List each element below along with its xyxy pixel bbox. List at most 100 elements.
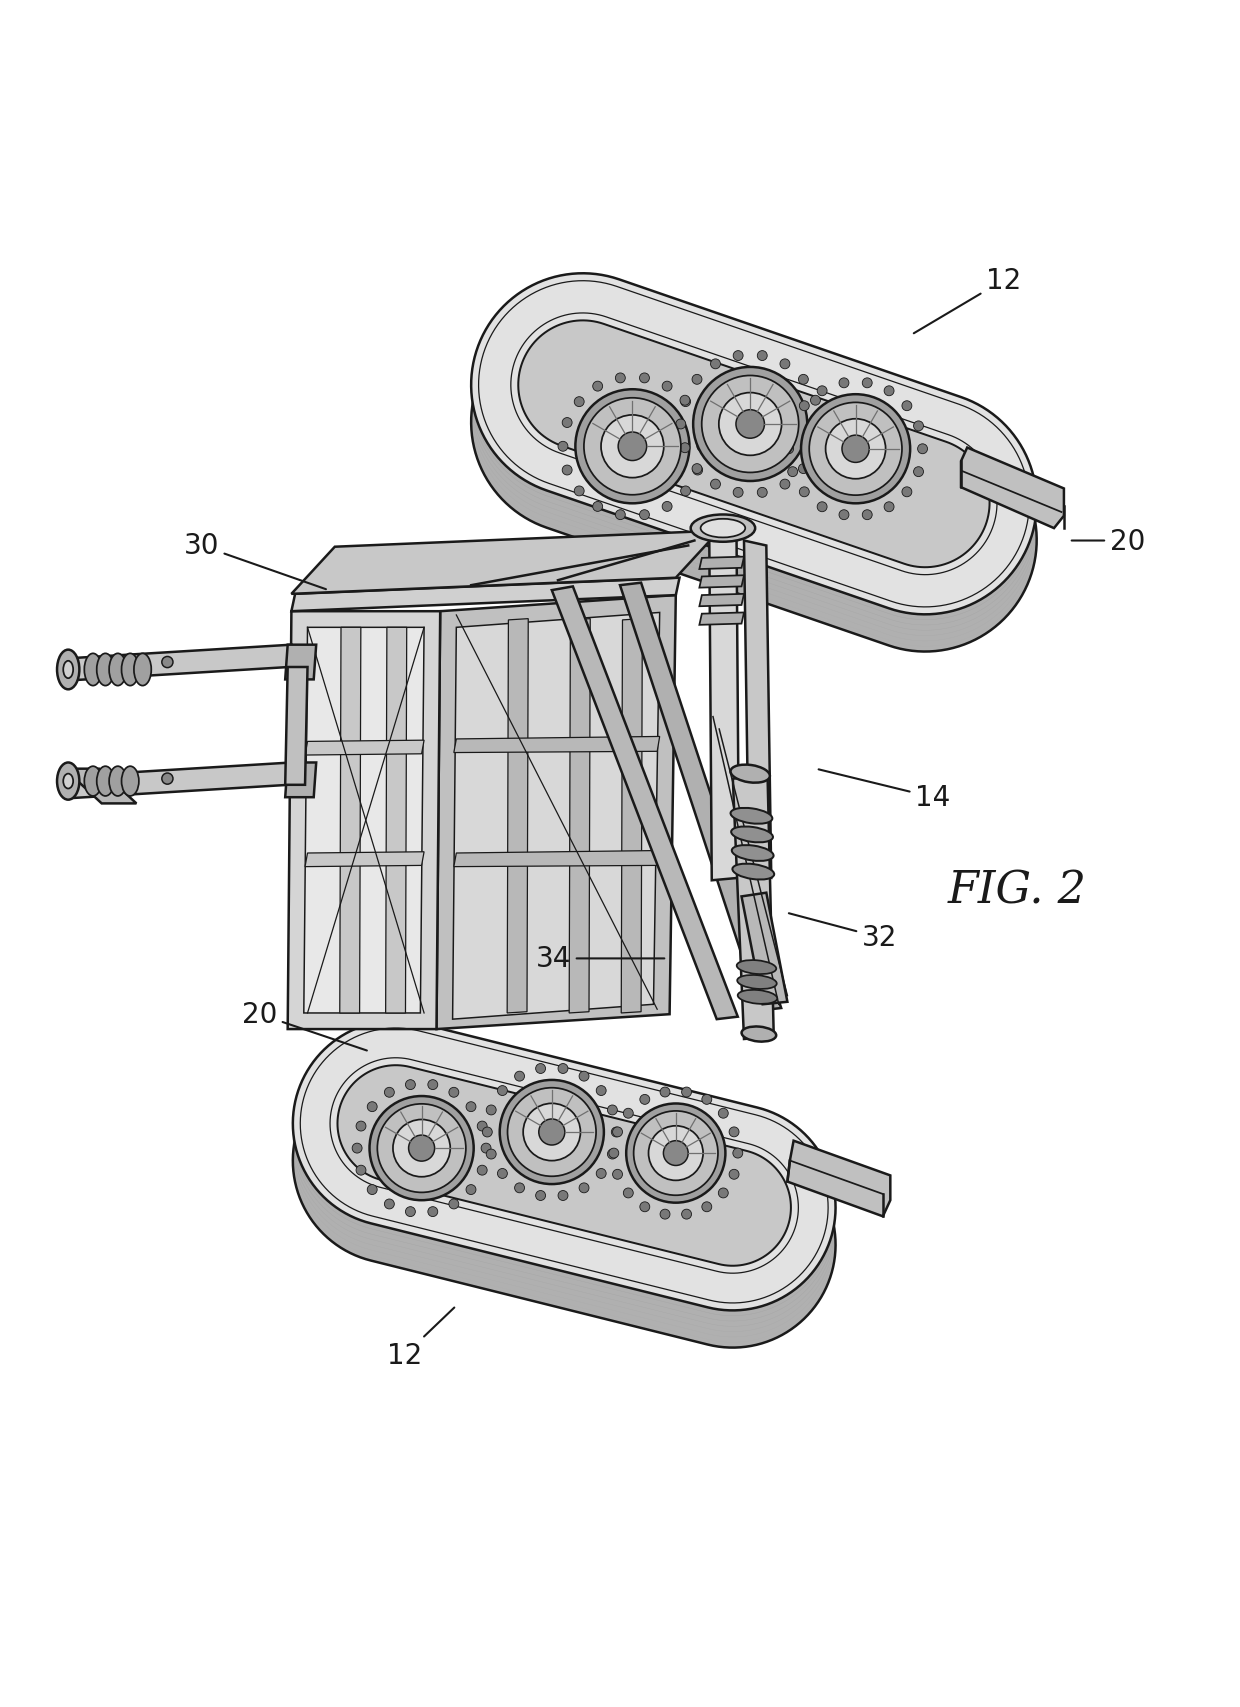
Ellipse shape [738, 975, 776, 990]
Polygon shape [699, 575, 744, 589]
Ellipse shape [862, 510, 872, 521]
Polygon shape [66, 763, 291, 799]
Ellipse shape [562, 466, 572, 476]
Ellipse shape [780, 480, 790, 490]
Ellipse shape [57, 763, 79, 801]
Ellipse shape [384, 1087, 394, 1098]
Ellipse shape [719, 393, 781, 456]
Text: 12: 12 [387, 1308, 454, 1369]
Ellipse shape [574, 398, 584, 408]
Polygon shape [744, 541, 771, 879]
Ellipse shape [718, 1188, 728, 1198]
Ellipse shape [352, 1144, 362, 1154]
Ellipse shape [608, 1106, 618, 1115]
Ellipse shape [356, 1166, 366, 1176]
Ellipse shape [735, 410, 764, 439]
Ellipse shape [884, 386, 894, 396]
Ellipse shape [356, 1121, 366, 1132]
Ellipse shape [662, 382, 672, 393]
Ellipse shape [97, 654, 114, 686]
Text: 32: 32 [789, 913, 898, 953]
Text: 20: 20 [242, 1000, 367, 1052]
Ellipse shape [914, 422, 924, 432]
Ellipse shape [477, 1121, 487, 1132]
Ellipse shape [97, 766, 114, 797]
Ellipse shape [384, 1200, 394, 1209]
Ellipse shape [738, 990, 777, 1004]
Ellipse shape [680, 444, 689, 454]
Ellipse shape [596, 1086, 606, 1096]
Ellipse shape [787, 468, 797, 478]
Ellipse shape [732, 845, 774, 862]
Ellipse shape [681, 486, 691, 497]
Polygon shape [709, 541, 739, 881]
Ellipse shape [624, 1108, 634, 1118]
Ellipse shape [693, 466, 703, 476]
Ellipse shape [660, 1210, 670, 1219]
Text: 34: 34 [536, 946, 665, 973]
Ellipse shape [584, 398, 681, 495]
Ellipse shape [161, 657, 174, 667]
Ellipse shape [649, 1127, 703, 1181]
Polygon shape [471, 311, 1037, 652]
Ellipse shape [613, 1127, 622, 1137]
Ellipse shape [839, 510, 849, 521]
Ellipse shape [377, 1104, 466, 1193]
Ellipse shape [370, 1096, 474, 1200]
Ellipse shape [618, 434, 647, 461]
Ellipse shape [515, 1183, 525, 1193]
Ellipse shape [914, 468, 924, 478]
Ellipse shape [729, 1169, 739, 1180]
Ellipse shape [481, 1144, 491, 1154]
Polygon shape [304, 628, 424, 1014]
Polygon shape [454, 852, 660, 867]
Ellipse shape [626, 1104, 725, 1203]
Ellipse shape [697, 442, 707, 452]
Polygon shape [285, 763, 316, 797]
Ellipse shape [640, 510, 650, 521]
Ellipse shape [682, 1087, 692, 1098]
Ellipse shape [702, 376, 799, 473]
Ellipse shape [624, 1188, 634, 1198]
Polygon shape [293, 1058, 836, 1349]
Polygon shape [293, 1021, 836, 1311]
Ellipse shape [800, 401, 810, 411]
Ellipse shape [593, 382, 603, 393]
Ellipse shape [681, 398, 691, 408]
Ellipse shape [558, 442, 568, 452]
Polygon shape [291, 531, 719, 594]
Ellipse shape [523, 1104, 580, 1161]
Ellipse shape [692, 464, 702, 475]
Polygon shape [285, 667, 308, 785]
Polygon shape [471, 275, 1037, 615]
Ellipse shape [615, 374, 625, 384]
Ellipse shape [558, 1191, 568, 1200]
Ellipse shape [862, 379, 872, 389]
Ellipse shape [558, 1063, 568, 1074]
Ellipse shape [613, 1169, 622, 1180]
Ellipse shape [660, 1087, 670, 1098]
Ellipse shape [817, 386, 827, 396]
Ellipse shape [497, 1169, 507, 1180]
Text: FIG. 2: FIG. 2 [947, 869, 1086, 912]
Polygon shape [337, 1065, 791, 1267]
Ellipse shape [718, 1108, 728, 1118]
Ellipse shape [811, 444, 821, 454]
Ellipse shape [477, 1166, 487, 1176]
Ellipse shape [680, 396, 689, 406]
Ellipse shape [901, 401, 911, 411]
Ellipse shape [799, 376, 808, 386]
Ellipse shape [134, 654, 151, 686]
Ellipse shape [482, 1127, 492, 1137]
Ellipse shape [449, 1200, 459, 1209]
Ellipse shape [693, 418, 703, 428]
Text: 12: 12 [914, 266, 1021, 335]
Polygon shape [291, 579, 680, 611]
Polygon shape [66, 645, 291, 681]
Ellipse shape [758, 488, 768, 498]
Ellipse shape [692, 376, 702, 386]
Ellipse shape [161, 773, 174, 785]
Ellipse shape [901, 488, 911, 497]
Ellipse shape [608, 1149, 618, 1159]
Ellipse shape [593, 502, 603, 512]
